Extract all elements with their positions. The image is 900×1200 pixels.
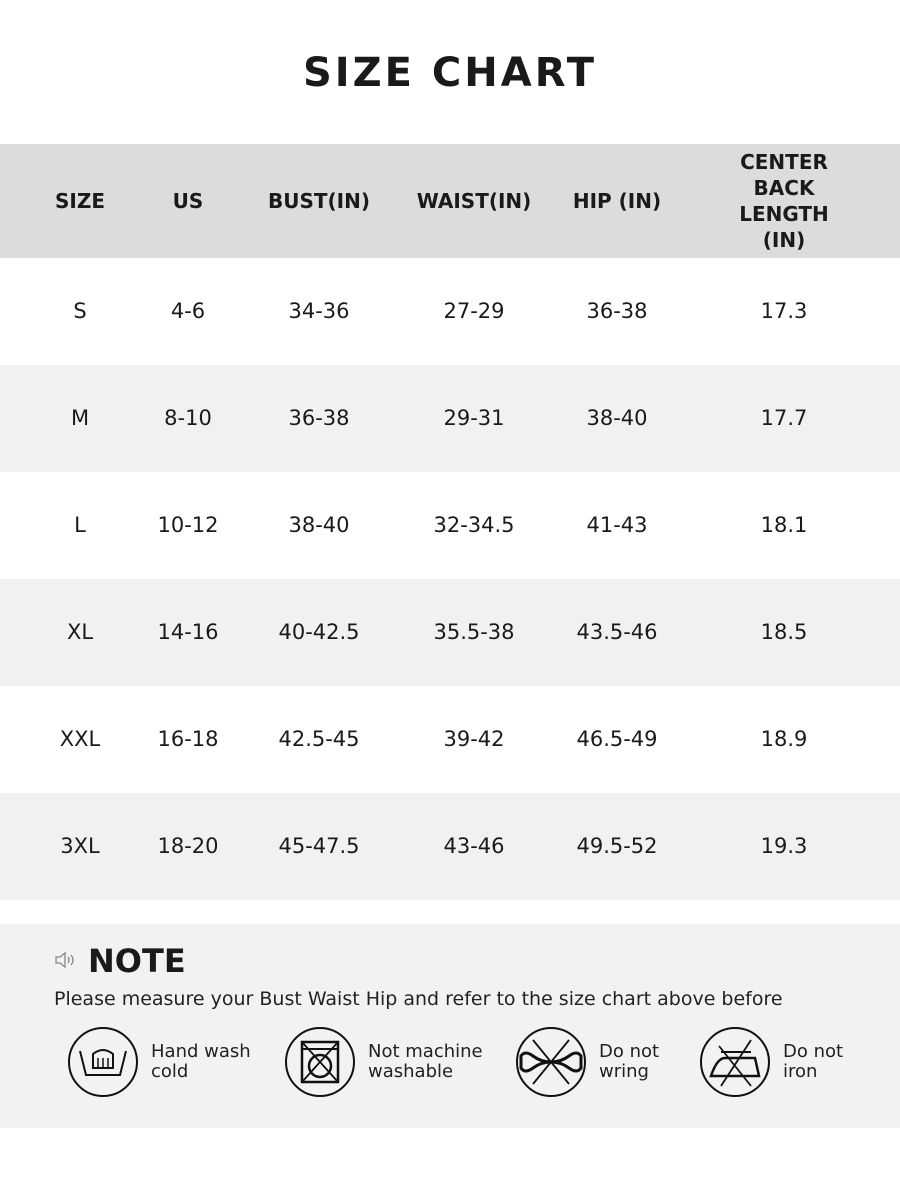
table-cell: S bbox=[73, 298, 87, 323]
table-row: L 10-12 38-40 32-34.5 41-43 18.1 bbox=[0, 472, 900, 579]
table-cell: 27-29 bbox=[443, 298, 505, 323]
table-cell: 49.5-52 bbox=[576, 833, 658, 858]
table-cell: 38-40 bbox=[288, 512, 350, 537]
table-cell: 35.5-38 bbox=[433, 619, 515, 644]
table-cell: 18.1 bbox=[760, 512, 808, 537]
care-do-not-wring: Do not wring bbox=[515, 1026, 659, 1098]
table-cell: XXL bbox=[59, 726, 101, 751]
table-row: XL 14-16 40-42.5 35.5-38 43.5-46 18.5 bbox=[0, 579, 900, 686]
table-cell: 32-34.5 bbox=[433, 512, 515, 537]
table-cell: 34-36 bbox=[288, 298, 350, 323]
table-cell: 16-18 bbox=[157, 726, 219, 751]
table-row: M 8-10 36-38 29-31 38-40 17.7 bbox=[0, 365, 900, 472]
page-title: SIZE CHART bbox=[302, 50, 598, 96]
table-row: S 4-6 34-36 27-29 36-38 17.3 bbox=[0, 258, 900, 365]
table-cell: 43-46 bbox=[443, 833, 505, 858]
table-cell: 46.5-49 bbox=[576, 726, 658, 751]
table-cell: 29-31 bbox=[443, 405, 505, 430]
column-header: SIZE bbox=[54, 189, 106, 213]
table-cell: 19.3 bbox=[760, 833, 808, 858]
table-cell: XL bbox=[66, 619, 94, 644]
table-cell: 38-40 bbox=[586, 405, 648, 430]
column-header: WAIST(IN) bbox=[416, 189, 532, 213]
table-cell: 10-12 bbox=[157, 512, 219, 537]
table-cell: L bbox=[74, 512, 86, 537]
table-cell: 36-38 bbox=[288, 405, 350, 430]
table-cell: 42.5-45 bbox=[278, 726, 360, 751]
table-row: 3XL 18-20 45-47.5 43-46 49.5-52 19.3 bbox=[0, 793, 900, 900]
table-cell: 41-43 bbox=[586, 512, 648, 537]
care-label: Do not wring bbox=[599, 1041, 660, 1082]
table-cell: 18.5 bbox=[760, 619, 808, 644]
do-not-wring-icon bbox=[516, 1027, 586, 1097]
column-header: CENTER BACK LENGTH (IN) bbox=[739, 150, 829, 252]
column-header: BUST(IN) bbox=[268, 189, 370, 213]
care-label: Do not iron bbox=[783, 1041, 844, 1082]
table-cell: 8-10 bbox=[164, 405, 212, 430]
table-cell: 36-38 bbox=[586, 298, 648, 323]
table-cell: 17.7 bbox=[760, 405, 808, 430]
note-panel: NOTE Please measure your Bust Waist Hip … bbox=[0, 924, 900, 1128]
table-cell: 18.9 bbox=[760, 726, 808, 751]
do-not-iron-icon bbox=[700, 1027, 770, 1097]
care-hand-wash: Hand wash cold bbox=[67, 1026, 251, 1098]
table-cell: 43.5-46 bbox=[576, 619, 658, 644]
table-row: XXL 16-18 42.5-45 39-42 46.5-49 18.9 bbox=[0, 686, 900, 793]
care-label: Hand wash cold bbox=[151, 1041, 251, 1082]
table-cell: M bbox=[70, 405, 90, 430]
note-text: Please measure your Bust Waist Hip and r… bbox=[54, 988, 783, 1010]
no-machine-wash-icon bbox=[285, 1027, 355, 1097]
care-do-not-iron: Do not iron bbox=[699, 1026, 843, 1098]
hand-wash-icon bbox=[68, 1027, 138, 1097]
care-label: Not machine washable bbox=[368, 1041, 483, 1082]
table-cell: 3XL bbox=[60, 833, 100, 858]
table-header: SIZE US BUST(IN) WAIST(IN) HIP (IN) CENTER BA… bbox=[0, 144, 900, 258]
table-cell: 4-6 bbox=[170, 298, 206, 323]
table-cell: 18-20 bbox=[157, 833, 219, 858]
note-title: NOTE bbox=[88, 942, 186, 980]
table-cell: 45-47.5 bbox=[278, 833, 360, 858]
table-cell: 40-42.5 bbox=[278, 619, 360, 644]
column-header: US bbox=[172, 189, 204, 213]
column-header: HIP (IN) bbox=[572, 189, 662, 213]
table-cell: 14-16 bbox=[157, 619, 219, 644]
speaker-icon bbox=[55, 951, 74, 969]
table-cell: 39-42 bbox=[443, 726, 505, 751]
care-no-machine-wash: Not machine washable bbox=[284, 1026, 483, 1098]
table-cell: 17.3 bbox=[760, 298, 808, 323]
size-table: SIZE US BUST(IN) WAIST(IN) HIP (IN) CENTER BA… bbox=[0, 144, 900, 900]
